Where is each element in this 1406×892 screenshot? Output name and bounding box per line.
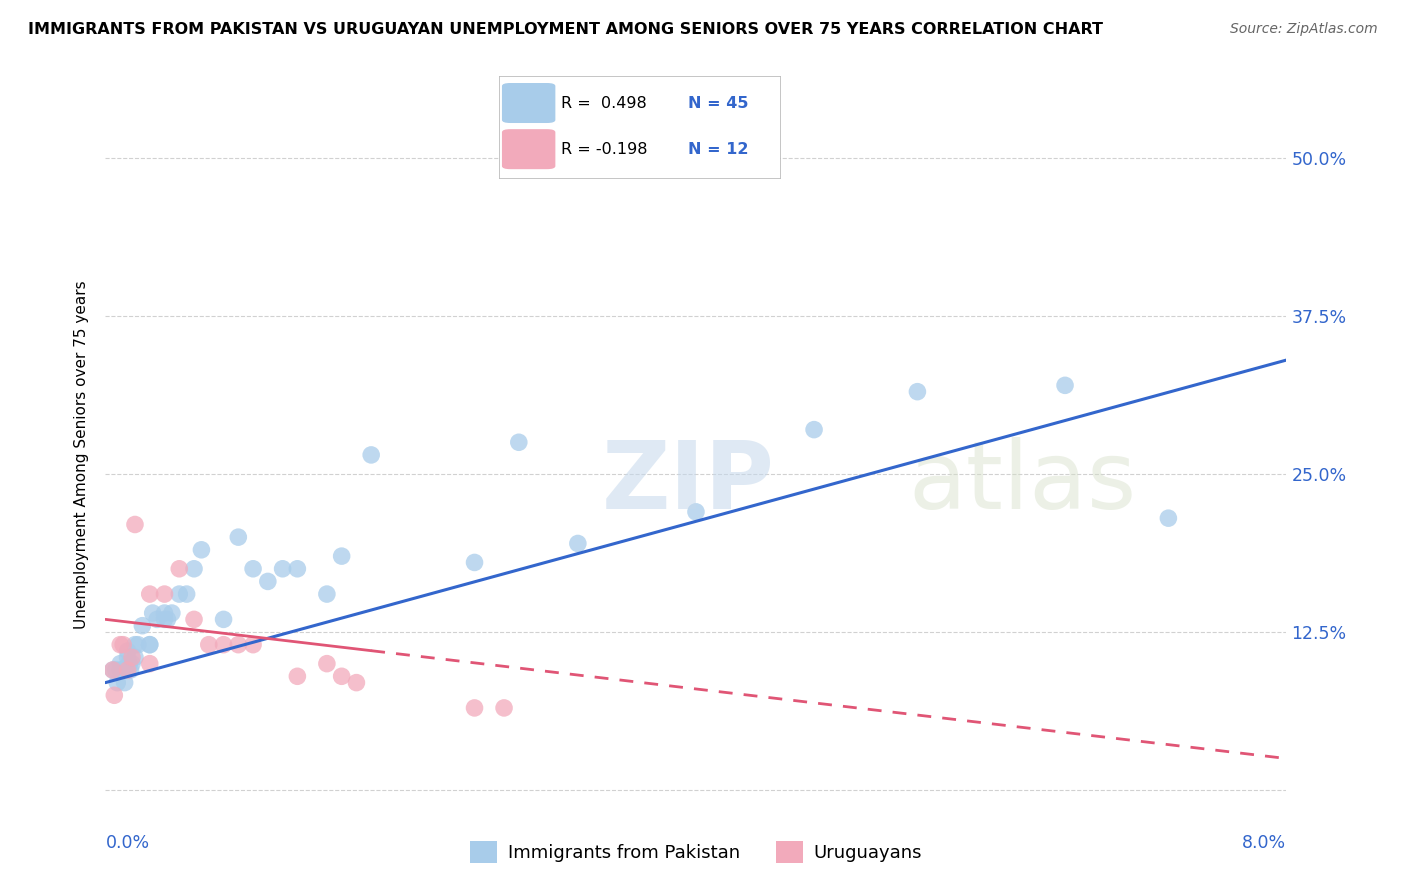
Point	[183, 562, 205, 576]
Point	[183, 612, 205, 626]
Point	[103, 688, 125, 702]
Point	[138, 638, 162, 652]
Point	[169, 587, 191, 601]
Text: atlas: atlas	[908, 437, 1137, 529]
Point	[315, 587, 337, 601]
Point	[142, 606, 165, 620]
Point	[153, 587, 176, 601]
Point	[117, 650, 139, 665]
Point	[287, 669, 309, 683]
Point	[567, 536, 589, 550]
Point	[242, 562, 264, 576]
Point	[271, 562, 294, 576]
Point	[242, 638, 264, 652]
Point	[1054, 378, 1077, 392]
Text: ZIP: ZIP	[602, 437, 775, 529]
Point	[160, 606, 183, 620]
Point	[101, 663, 124, 677]
Point	[169, 562, 191, 576]
Point	[121, 650, 143, 665]
Point	[146, 612, 169, 626]
Point	[117, 663, 139, 677]
Point	[360, 448, 382, 462]
Point	[120, 663, 142, 677]
Text: R =  0.498: R = 0.498	[561, 95, 647, 111]
Point	[124, 650, 146, 665]
Legend: Immigrants from Pakistan, Uruguayans: Immigrants from Pakistan, Uruguayans	[463, 834, 929, 871]
Point	[176, 587, 198, 601]
Point	[226, 530, 250, 544]
Point	[803, 423, 825, 437]
Point	[114, 675, 136, 690]
Point	[344, 675, 367, 690]
Point	[124, 517, 146, 532]
Point	[464, 556, 486, 570]
Point	[330, 669, 353, 683]
Point	[121, 657, 143, 671]
Point	[190, 542, 212, 557]
Point	[153, 612, 176, 626]
Point	[153, 606, 176, 620]
Point	[226, 638, 250, 652]
Point	[118, 657, 141, 671]
Point	[112, 663, 135, 677]
Point	[256, 574, 278, 589]
Point	[905, 384, 928, 399]
Text: Source: ZipAtlas.com: Source: ZipAtlas.com	[1230, 22, 1378, 37]
Point	[104, 663, 127, 677]
Text: N = 45: N = 45	[688, 95, 748, 111]
Text: R = -0.198: R = -0.198	[561, 142, 648, 157]
Point	[330, 549, 353, 563]
Point	[127, 638, 149, 652]
Point	[131, 618, 153, 632]
Text: 0.0%: 0.0%	[105, 834, 149, 853]
Point	[110, 663, 132, 677]
Point	[112, 638, 135, 652]
Point	[110, 657, 132, 671]
Point	[492, 701, 515, 715]
Point	[287, 562, 309, 576]
Point	[685, 505, 707, 519]
Point	[101, 663, 124, 677]
Y-axis label: Unemployment Among Seniors over 75 years: Unemployment Among Seniors over 75 years	[75, 281, 90, 629]
Point	[138, 587, 162, 601]
Point	[117, 644, 139, 658]
Text: 8.0%: 8.0%	[1243, 834, 1286, 853]
Point	[197, 638, 219, 652]
Point	[1157, 511, 1180, 525]
FancyBboxPatch shape	[502, 83, 555, 123]
Point	[508, 435, 530, 450]
Point	[138, 657, 162, 671]
Point	[138, 638, 162, 652]
FancyBboxPatch shape	[502, 129, 555, 169]
Text: IMMIGRANTS FROM PAKISTAN VS URUGUAYAN UNEMPLOYMENT AMONG SENIORS OVER 75 YEARS C: IMMIGRANTS FROM PAKISTAN VS URUGUAYAN UN…	[28, 22, 1104, 37]
Point	[464, 701, 486, 715]
Point	[105, 675, 128, 690]
Point	[212, 638, 235, 652]
Point	[124, 638, 146, 652]
Point	[156, 612, 179, 626]
Point	[110, 638, 132, 652]
Point	[212, 612, 235, 626]
Point	[315, 657, 337, 671]
Text: N = 12: N = 12	[688, 142, 748, 157]
